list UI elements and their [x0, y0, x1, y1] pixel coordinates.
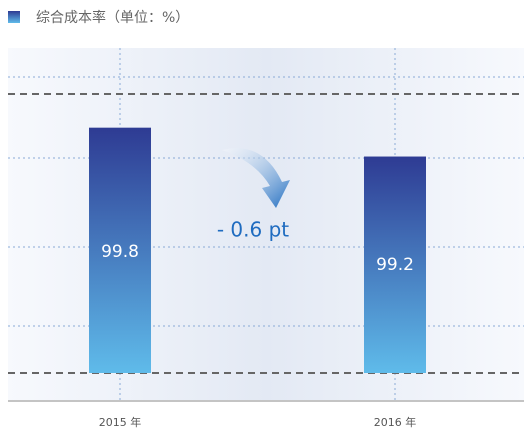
x-tick-label: 2015 年 [99, 415, 142, 429]
legend-swatch [8, 11, 20, 23]
value-label: 99.8 [101, 242, 139, 262]
value-label: 99.2 [376, 255, 414, 275]
arrow [222, 148, 290, 208]
chart-title: 综合成本率（单位：%） [36, 9, 189, 26]
bar [364, 156, 426, 373]
bar [89, 127, 151, 373]
x-tick-label: 2016 年 [374, 415, 417, 429]
annotation: - 0.6 pt [217, 218, 289, 242]
